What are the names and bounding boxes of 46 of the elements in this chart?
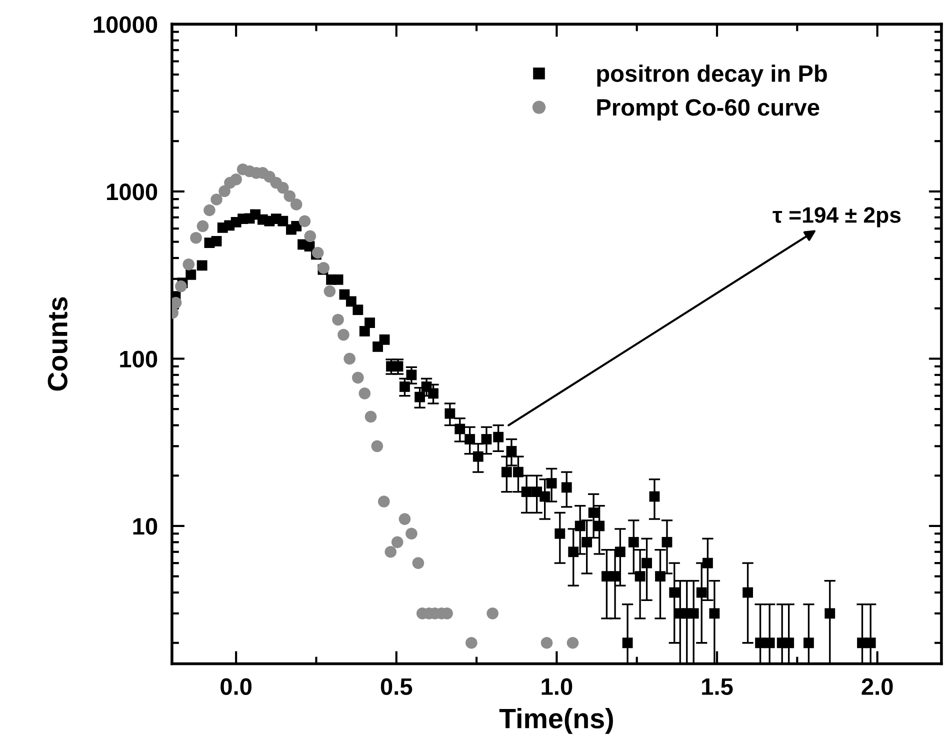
point — [371, 440, 384, 452]
y-tick-label: 1000 — [107, 184, 158, 200]
point — [175, 280, 187, 292]
point — [204, 204, 216, 216]
point — [218, 185, 230, 198]
point — [210, 194, 222, 206]
x-tick-label: 0.0 — [220, 678, 252, 695]
point — [338, 328, 350, 341]
point — [304, 230, 316, 242]
point — [406, 528, 418, 540]
point — [398, 513, 411, 525]
point — [284, 190, 296, 202]
x-tick-label: 0.5 — [380, 678, 412, 695]
point — [324, 285, 336, 298]
point — [190, 232, 202, 244]
x-tick-label: 2.0 — [862, 678, 893, 695]
point — [391, 536, 404, 548]
point — [466, 636, 478, 649]
point — [566, 636, 579, 649]
x-axis-title: Time(ns) — [499, 708, 613, 734]
y-tick-label: 10 — [133, 518, 158, 535]
point — [384, 546, 397, 558]
point — [364, 410, 377, 423]
annotation: τ =194 ± 2ps — [772, 207, 901, 228]
y-tick-label: 100 — [120, 350, 158, 368]
y-axis-title: Counts — [48, 297, 68, 391]
point — [358, 388, 371, 400]
x-tick-label: 1.5 — [702, 678, 733, 695]
point — [290, 198, 302, 210]
point — [312, 246, 324, 259]
point — [344, 352, 356, 365]
point — [230, 174, 242, 186]
point — [196, 220, 209, 232]
point — [332, 314, 344, 326]
y-tick-label: 10000 — [94, 16, 158, 33]
legend-label: positron decay in Pb — [597, 64, 827, 87]
legend-label: Prompt Co-60 curve — [597, 99, 820, 120]
point — [486, 608, 498, 620]
point — [378, 496, 390, 508]
x-tick-label: 1.0 — [542, 678, 572, 695]
point — [298, 215, 311, 228]
point — [412, 557, 424, 569]
point — [276, 182, 289, 194]
point — [352, 372, 364, 384]
point — [182, 258, 195, 270]
point — [540, 636, 553, 649]
